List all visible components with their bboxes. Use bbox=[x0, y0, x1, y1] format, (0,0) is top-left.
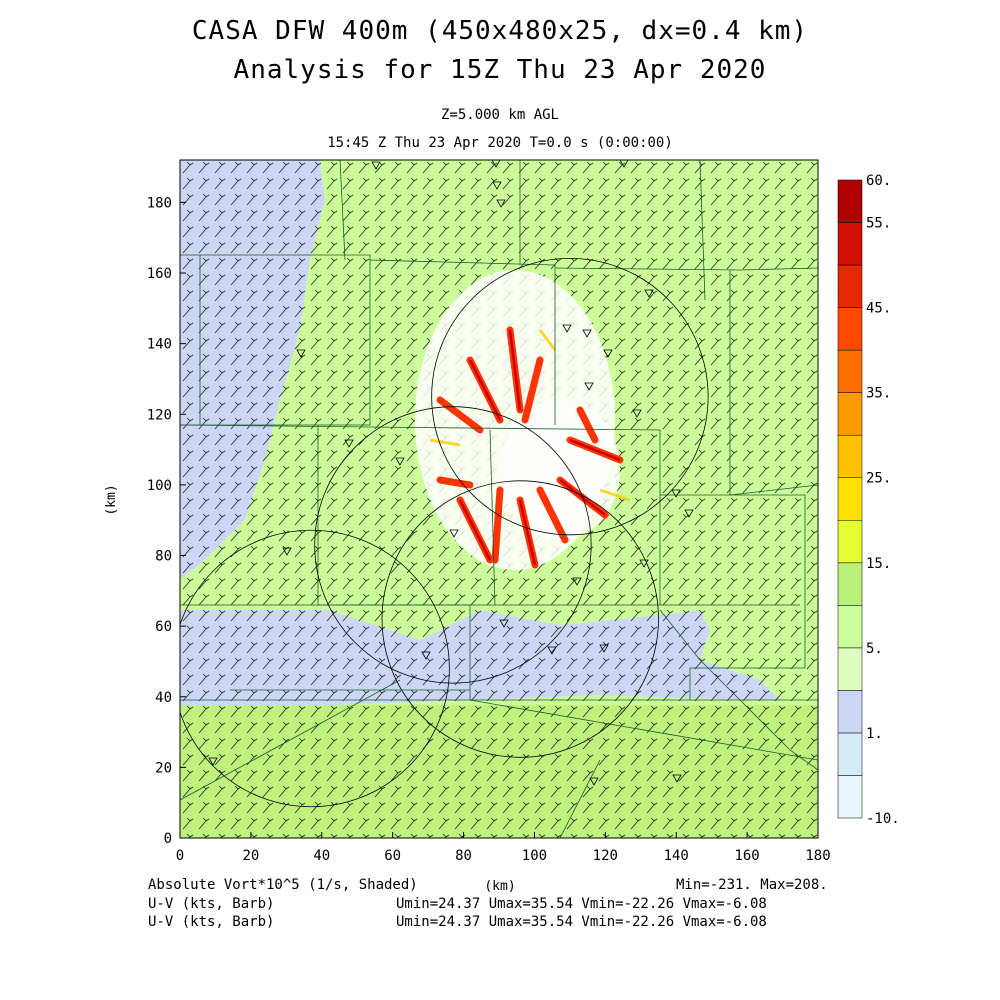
colorbar-label: 45. bbox=[866, 301, 891, 317]
x-tick-label: 160 bbox=[734, 848, 759, 864]
x-tick-label: 20 bbox=[242, 848, 259, 864]
colorbar-label: -10. bbox=[866, 811, 900, 827]
y-tick-label: 60 bbox=[155, 619, 172, 635]
wind2-label: U-V (kts, Barb) bbox=[148, 914, 275, 930]
wind1-stats: Umin=24.37 Umax=35.54 Vmin=-22.26 Vmax=-… bbox=[396, 896, 767, 912]
level-label: Z=5.000 km AGL bbox=[440, 107, 559, 123]
colorbar-swatch bbox=[837, 392, 863, 436]
plot-frame bbox=[179, 159, 819, 839]
colorbar-label: 55. bbox=[866, 216, 891, 232]
x-tick-label: 180 bbox=[805, 848, 830, 864]
x-tick-label: 40 bbox=[313, 848, 330, 864]
x-tick-label: 0 bbox=[176, 848, 184, 864]
colorbar-swatch bbox=[837, 775, 863, 819]
station-markers bbox=[208, 160, 694, 786]
y-tick-label: 120 bbox=[147, 407, 172, 423]
valid-time-label: 15:45 Z Thu 23 Apr 2020 T=0.0 s (0:00:00… bbox=[327, 135, 673, 151]
y-axis-title: (km) bbox=[104, 484, 119, 515]
colorbar-label: 35. bbox=[866, 386, 891, 402]
y-tick-label: 180 bbox=[147, 195, 172, 211]
chart-title-line1: CASA DFW 400m (450x480x25, dx=0.4 km) bbox=[191, 16, 809, 46]
colorbar-swatch bbox=[837, 690, 863, 734]
colorbar-swatch bbox=[837, 222, 863, 266]
y-tick-label: 160 bbox=[147, 266, 172, 282]
chart-title-line2: Analysis for 15Z Thu 23 Apr 2020 bbox=[233, 55, 767, 85]
radar-range-ring bbox=[180, 529, 450, 808]
field-layer bbox=[180, 160, 818, 838]
radar-range-ring bbox=[314, 406, 592, 684]
colorbar-swatch bbox=[837, 264, 863, 308]
storm-vorticity-cluster bbox=[415, 270, 631, 570]
colorbar-swatch bbox=[837, 307, 863, 351]
county-boundaries bbox=[180, 160, 818, 838]
colorbar-label: 25. bbox=[866, 471, 891, 487]
colorbar-label: 15. bbox=[866, 556, 891, 572]
x-tick-label: 120 bbox=[593, 848, 618, 864]
colorbar-swatch bbox=[837, 349, 863, 393]
y-tick-label: 140 bbox=[147, 337, 172, 353]
colorbar: -10. 1. 5. 15. 25. 35. 45. 55. 60. bbox=[837, 173, 900, 827]
radar-range-ring bbox=[381, 480, 659, 758]
wind1-label: U-V (kts, Barb) bbox=[148, 896, 275, 912]
y-tick-label: 0 bbox=[164, 831, 172, 847]
y-tick-label: 40 bbox=[155, 690, 172, 706]
x-axis: 0 20 40 60 80 100 120 140 160 180 bbox=[176, 832, 831, 864]
y-tick-label: 100 bbox=[147, 478, 172, 494]
colorbar-swatch bbox=[837, 520, 863, 564]
field-label: Absolute Vort*10^5 (1/s, Shaded) bbox=[148, 877, 418, 893]
y-tick-label: 20 bbox=[155, 760, 172, 776]
colorbar-swatch bbox=[837, 647, 863, 691]
field-minmax: Min=-231. Max=208. bbox=[676, 877, 828, 893]
x-tick-label: 100 bbox=[522, 848, 547, 864]
radar-range-ring bbox=[431, 257, 709, 536]
x-tick-label: 80 bbox=[455, 848, 472, 864]
colorbar-swatch bbox=[837, 434, 863, 478]
colorbar-label: 5. bbox=[866, 641, 883, 657]
x-tick-label: 60 bbox=[384, 848, 401, 864]
x-axis-title: (km) bbox=[484, 879, 515, 894]
x-tick-label: 140 bbox=[664, 848, 689, 864]
radar-range-rings bbox=[180, 257, 709, 808]
y-axis: 0 20 40 60 80 100 120 140 160 180 bbox=[147, 195, 186, 847]
colorbar-swatch bbox=[837, 732, 863, 776]
colorbar-swatch bbox=[837, 477, 863, 521]
wind2-stats: Umin=24.37 Umax=35.54 Vmin=-22.26 Vmax=-… bbox=[396, 914, 767, 930]
y-tick-label: 80 bbox=[155, 549, 172, 565]
colorbar-label: 60. bbox=[866, 173, 891, 189]
colorbar-swatch bbox=[837, 179, 863, 223]
colorbar-swatch bbox=[837, 562, 863, 606]
colorbar-swatch bbox=[837, 605, 863, 649]
colorbar-label: 1. bbox=[866, 726, 883, 742]
